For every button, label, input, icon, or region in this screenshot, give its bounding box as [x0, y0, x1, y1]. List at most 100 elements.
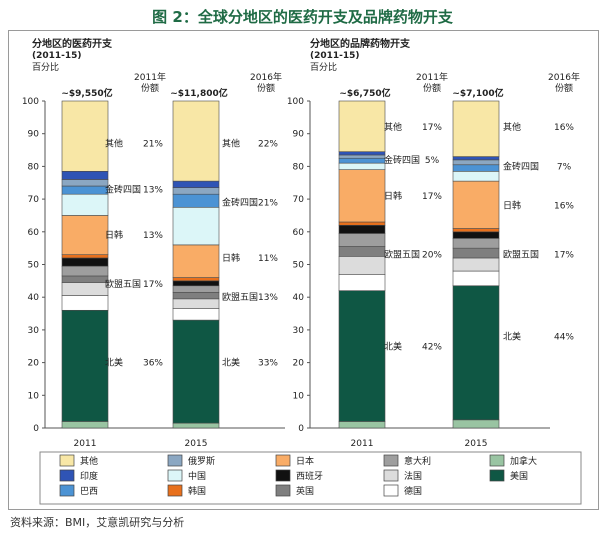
bar-segment-2015-加拿大 — [172, 422, 220, 429]
legend-label: 俄罗斯 — [188, 455, 215, 467]
group-label: 金砖四国 — [105, 183, 141, 195]
y-tick-label: 50 — [28, 261, 40, 271]
bar-total-label: ~$6,750亿 — [339, 87, 390, 99]
group-share: 16% — [554, 202, 574, 212]
bar-segment-2015-意大利 — [452, 238, 500, 249]
chart-title: 分地区的医药开支 — [32, 37, 113, 50]
bar-segment-2011-日本 — [338, 169, 386, 223]
legend-swatch-巴西 — [59, 484, 75, 497]
bar-segment-2015-西班牙 — [172, 280, 220, 287]
group-share: 44% — [554, 332, 574, 342]
legend-swatch-中国 — [167, 469, 183, 482]
legend-label: 其他 — [80, 455, 98, 467]
share-header-1: 份额 — [423, 82, 441, 94]
bar-segment-2011-加拿大 — [338, 421, 386, 429]
bar-segment-2011-德国 — [61, 295, 109, 311]
share-header-2: 2016年 — [548, 71, 580, 83]
bar-segment-2015-德国 — [172, 308, 220, 321]
bar-segment-2015-加拿大 — [452, 419, 500, 429]
legend-swatch-英国 — [275, 484, 291, 497]
bar-segment-2015-西班牙 — [452, 231, 500, 239]
bar-segment-2011-法国 — [338, 256, 386, 275]
chart-title: 分地区的品牌药物开支 — [310, 37, 411, 50]
legend-label: 意大利 — [404, 455, 431, 467]
y-axis-label: 百分比 — [32, 61, 59, 73]
group-share: 42% — [422, 342, 442, 352]
bar-segment-2011-法国 — [61, 282, 109, 296]
y-tick-label: 20 — [293, 359, 305, 369]
y-tick-label: 0 — [298, 424, 304, 434]
bar-segment-2011-俄罗斯 — [61, 179, 109, 187]
legend-swatch-德国 — [383, 484, 399, 497]
y-tick-label: 100 — [287, 97, 304, 107]
y-tick-label: 20 — [28, 359, 40, 369]
bar-segment-2015-中国 — [452, 171, 500, 182]
y-tick-label: 80 — [28, 162, 40, 172]
bar-total-label: ~$7,100亿 — [452, 87, 503, 99]
bar-segment-2015-意大利 — [172, 285, 220, 293]
share-header-1: 2011年 — [416, 71, 448, 83]
bar-segment-2015-其他 — [452, 100, 500, 157]
legend-label: 加拿大 — [510, 455, 537, 467]
bar-segment-2011-西班牙 — [61, 257, 109, 267]
bar-segment-2015-英国 — [172, 291, 220, 300]
y-tick-label: 50 — [293, 261, 305, 271]
legend-swatch-意大利 — [383, 454, 399, 467]
group-share: 17% — [422, 192, 442, 202]
group-label: 金砖四国 — [384, 154, 420, 166]
legend-swatch-西班牙 — [275, 469, 291, 482]
legend-label: 德国 — [404, 485, 422, 497]
bar-segment-2011-中国 — [338, 162, 386, 170]
y-tick-label: 10 — [293, 391, 305, 401]
legend-swatch-韩国 — [167, 484, 183, 497]
share-header-1: 2011年 — [134, 71, 166, 83]
legend-swatch-加拿大 — [489, 454, 505, 467]
legend-label: 英国 — [296, 485, 314, 497]
source-note: 资料来源：BMI，艾意凯研究与分析 — [10, 516, 185, 529]
bar-segment-2011-英国 — [61, 275, 109, 283]
bar-segment-2011-俄罗斯 — [338, 154, 386, 159]
legend-label: 巴西 — [80, 486, 98, 497]
group-label: 其他 — [503, 121, 521, 133]
group-share: 36% — [143, 359, 163, 369]
group-label: 其他 — [105, 138, 123, 150]
group-label: 日韩 — [222, 252, 240, 264]
legend-label: 印度 — [80, 470, 98, 482]
x-tick-label: 2011 — [74, 439, 97, 449]
bar-segment-2011-印度 — [61, 171, 109, 180]
bar-segment-2015-美国 — [452, 285, 500, 421]
figure-title: 图 2：全球分地区的医药开支及品牌药物开支 — [152, 8, 453, 26]
group-label: 日韩 — [384, 190, 402, 202]
bar-segment-2015-中国 — [172, 206, 220, 246]
group-label: 日韩 — [503, 200, 521, 212]
chart-subtitle: (2011-15) — [310, 51, 360, 61]
legend-swatch-日本 — [275, 454, 291, 467]
y-tick-label: 60 — [28, 228, 40, 238]
legend-swatch-俄罗斯 — [167, 454, 183, 467]
chart-2: 分地区的品牌药物开支(2011-15)百分比2011年份额2016年份额0102… — [287, 37, 580, 449]
group-label: 日韩 — [105, 229, 123, 241]
legend-label: 日本 — [296, 455, 314, 467]
bar-segment-2011-韩国 — [338, 221, 386, 226]
bar-segment-2011-其他 — [61, 100, 109, 172]
y-tick-label: 30 — [293, 326, 305, 336]
group-share: 33% — [258, 359, 278, 369]
bar-segment-2015-印度 — [172, 180, 220, 188]
bar-segment-2015-巴西 — [452, 164, 500, 172]
group-share: 5% — [425, 156, 440, 166]
bar-total-label: ~$9,550亿 — [61, 87, 112, 99]
legend-label: 中国 — [188, 470, 206, 482]
bar-segment-2011-意大利 — [338, 233, 386, 247]
group-share: 21% — [258, 198, 278, 208]
chart-subtitle: (2011-15) — [32, 51, 82, 61]
bar-segment-2015-俄罗斯 — [452, 159, 500, 166]
bar-segment-2015-韩国 — [452, 228, 500, 233]
bar-total-label: ~$11,800亿 — [170, 87, 228, 99]
group-label: 欧盟五国 — [503, 249, 539, 261]
chart-1: 分地区的医药开支(2011-15)百分比2011年份额2016年份额010203… — [22, 37, 285, 449]
group-share: 13% — [143, 231, 163, 241]
legend-label: 美国 — [510, 470, 528, 482]
group-label: 北美 — [503, 330, 521, 342]
group-label: 北美 — [105, 357, 123, 369]
legend-label: 韩国 — [188, 485, 206, 497]
